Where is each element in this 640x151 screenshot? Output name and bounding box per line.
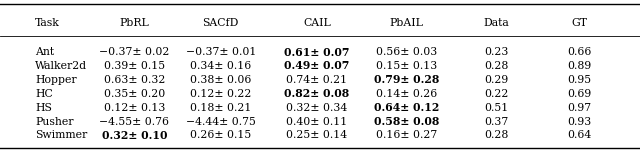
Text: PbAIL: PbAIL xyxy=(390,18,423,28)
Text: 0.56± 0.03: 0.56± 0.03 xyxy=(376,47,437,57)
Text: Swimmer: Swimmer xyxy=(35,130,88,140)
Text: −4.55± 0.76: −4.55± 0.76 xyxy=(99,117,170,127)
Text: 0.22: 0.22 xyxy=(484,89,508,99)
Text: 0.51: 0.51 xyxy=(484,103,508,113)
Text: −0.37± 0.02: −0.37± 0.02 xyxy=(99,47,170,57)
Text: 0.69: 0.69 xyxy=(567,89,591,99)
Text: 0.74± 0.21: 0.74± 0.21 xyxy=(286,75,348,85)
Text: PbRL: PbRL xyxy=(120,18,149,28)
Text: 0.15± 0.13: 0.15± 0.13 xyxy=(376,61,437,71)
Text: 0.32± 0.34: 0.32± 0.34 xyxy=(286,103,348,113)
Text: 0.34± 0.16: 0.34± 0.16 xyxy=(190,61,252,71)
Text: 0.38± 0.06: 0.38± 0.06 xyxy=(190,75,252,85)
Text: SACfD: SACfD xyxy=(203,18,239,28)
Text: HS: HS xyxy=(35,103,52,113)
Text: −0.37± 0.01: −0.37± 0.01 xyxy=(186,47,256,57)
Text: 0.12± 0.22: 0.12± 0.22 xyxy=(190,89,252,99)
Text: Ant: Ant xyxy=(35,47,54,57)
Text: 0.28: 0.28 xyxy=(484,130,508,140)
Text: −4.44± 0.75: −4.44± 0.75 xyxy=(186,117,256,127)
Text: 0.66: 0.66 xyxy=(567,47,591,57)
Text: 0.35± 0.20: 0.35± 0.20 xyxy=(104,89,165,99)
Text: 0.93: 0.93 xyxy=(567,117,591,127)
Text: 0.63± 0.32: 0.63± 0.32 xyxy=(104,75,165,85)
Text: 0.82± 0.08: 0.82± 0.08 xyxy=(284,88,349,99)
Text: 0.28: 0.28 xyxy=(484,61,508,71)
Text: 0.25± 0.14: 0.25± 0.14 xyxy=(286,130,348,140)
Text: 0.16± 0.27: 0.16± 0.27 xyxy=(376,130,437,140)
Text: 0.79± 0.28: 0.79± 0.28 xyxy=(374,74,439,85)
Text: Pusher: Pusher xyxy=(35,117,74,127)
Text: HC: HC xyxy=(35,89,53,99)
Text: 0.61± 0.07: 0.61± 0.07 xyxy=(284,47,349,58)
Text: 0.64± 0.12: 0.64± 0.12 xyxy=(374,102,439,113)
Text: Hopper: Hopper xyxy=(35,75,77,85)
Text: 0.26± 0.15: 0.26± 0.15 xyxy=(190,130,252,140)
Text: 0.14± 0.26: 0.14± 0.26 xyxy=(376,89,437,99)
Text: 0.12± 0.13: 0.12± 0.13 xyxy=(104,103,165,113)
Text: 0.29: 0.29 xyxy=(484,75,508,85)
Text: 0.95: 0.95 xyxy=(567,75,591,85)
Text: 0.49± 0.07: 0.49± 0.07 xyxy=(284,61,349,71)
Text: Task: Task xyxy=(35,18,60,28)
Text: 0.18± 0.21: 0.18± 0.21 xyxy=(190,103,252,113)
Text: Walker2d: Walker2d xyxy=(35,61,87,71)
Text: 0.23: 0.23 xyxy=(484,47,508,57)
Text: 0.40± 0.11: 0.40± 0.11 xyxy=(286,117,348,127)
Text: CAIL: CAIL xyxy=(303,18,331,28)
Text: 0.32± 0.10: 0.32± 0.10 xyxy=(102,130,167,141)
Text: 0.89: 0.89 xyxy=(567,61,591,71)
Text: 0.97: 0.97 xyxy=(567,103,591,113)
Text: 0.37: 0.37 xyxy=(484,117,508,127)
Text: GT: GT xyxy=(572,18,588,28)
Text: Data: Data xyxy=(483,18,509,28)
Text: 0.58± 0.08: 0.58± 0.08 xyxy=(374,116,439,127)
Text: 0.39± 0.15: 0.39± 0.15 xyxy=(104,61,165,71)
Text: 0.64: 0.64 xyxy=(567,130,591,140)
